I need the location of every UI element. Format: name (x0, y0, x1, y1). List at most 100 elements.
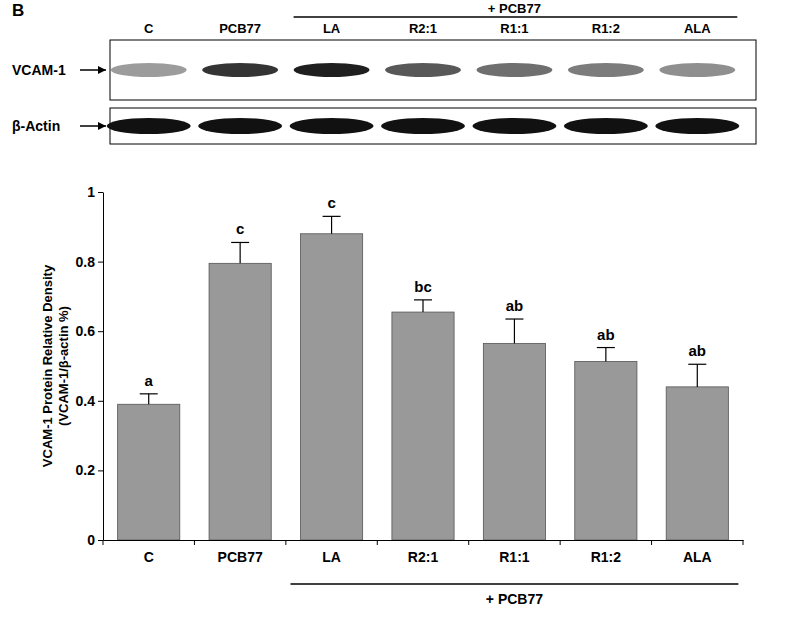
vcam-band (476, 63, 552, 77)
vcam-band (202, 63, 278, 77)
x-tick: LA (322, 540, 341, 565)
error-cap (505, 318, 523, 319)
y-tick-mark (98, 331, 103, 332)
y-tick-label: 0.4 (76, 393, 96, 409)
x-boundary-tick (560, 540, 561, 545)
y-tick: 0 (87, 532, 103, 548)
y-axis-title-line: VCAM-1 Protein Relative Density (40, 264, 55, 467)
vcam-band (294, 63, 370, 77)
x-axis: C PCB77 LA R2:1 R1:1 R1:2 ALA (104, 540, 744, 565)
x-axis-line (104, 540, 744, 541)
y-tick-label: 1 (87, 184, 95, 200)
bar (209, 263, 271, 540)
y-axis-title: VCAM-1 Protein Relative Density(VCAM-1/β… (40, 264, 71, 467)
y-tick-mark (98, 262, 103, 263)
x-tick: PCB77 (218, 540, 263, 565)
x-tick-label: ALA (683, 549, 712, 565)
blot-frame (110, 108, 756, 144)
bar (392, 312, 454, 540)
blot-frame (110, 40, 756, 100)
lane-label: R1:2 (592, 21, 620, 36)
x-tick: R2:1 (408, 540, 439, 565)
y-tick-mark (98, 540, 103, 541)
error-cap (688, 364, 706, 365)
y-tick-label: 0.6 (76, 323, 96, 339)
x-tick: C (144, 540, 154, 565)
bar (118, 404, 180, 540)
error-cap (231, 242, 249, 243)
x-boundary-tick (743, 540, 744, 545)
error-stem (331, 216, 332, 233)
group-label: + PCB77 (486, 591, 543, 607)
error-bar (140, 394, 158, 404)
error-stem (240, 242, 241, 263)
x-tick-label: R2:1 (408, 549, 439, 565)
error-bar (323, 216, 341, 233)
x-boundary-tick (468, 540, 469, 545)
blot-row-label: VCAM-1 (12, 62, 66, 78)
x-tick-label: PCB77 (218, 549, 263, 565)
actin-band (655, 118, 739, 134)
x-tick: R1:2 (591, 540, 622, 565)
actin-band (381, 118, 465, 134)
y-tick: 0.4 (76, 393, 103, 409)
vcam-band (385, 63, 461, 77)
lane-label: LA (323, 21, 341, 36)
lane-label: ALA (684, 21, 711, 36)
annotation: a (145, 372, 154, 389)
group-label: + PCB77 (488, 1, 541, 16)
x-boundary-tick (651, 540, 652, 545)
y-axis-title-line: (VCAM-1/β-actin %) (56, 306, 71, 426)
lane-label: R1:1 (500, 21, 528, 36)
bar (483, 343, 545, 540)
x-tick: R1:1 (499, 540, 530, 565)
y-tick-mark (98, 470, 103, 471)
blot-arrowhead (98, 122, 106, 130)
annotation: ab (506, 297, 524, 314)
panel-label: B (12, 1, 24, 20)
x-boundary-tick (103, 540, 104, 545)
x-tick-label: C (144, 549, 154, 565)
annotation: ab (597, 326, 615, 343)
x-tick-label: LA (322, 549, 341, 565)
error-bar (231, 242, 249, 263)
y-tick-label: 0.8 (76, 254, 96, 270)
error-bar (414, 300, 432, 312)
y-axis-line (103, 193, 104, 541)
error-cap (140, 393, 158, 394)
error-bar (505, 319, 523, 343)
error-stem (697, 364, 698, 387)
x-tick-label: R1:1 (499, 549, 530, 565)
error-bar (597, 348, 615, 362)
error-stem (422, 300, 423, 312)
annotation: bc (414, 278, 432, 295)
actin-band (107, 118, 191, 134)
blot-row-label: β-Actin (12, 118, 60, 134)
group-line (294, 16, 738, 18)
error-stem (148, 394, 149, 404)
y-tick: 0.2 (76, 462, 103, 478)
error-cap (323, 216, 341, 217)
annotation: ab (689, 342, 707, 359)
error-stem (605, 348, 606, 362)
actin-band (564, 118, 648, 134)
plot-area (118, 216, 729, 540)
error-cap (414, 299, 432, 300)
error-bar (688, 364, 706, 387)
actin-band (290, 118, 374, 134)
x-boundary-tick (377, 540, 378, 545)
y-tick-mark (98, 192, 103, 193)
bar (666, 387, 728, 540)
y-tick: 0.6 (76, 323, 103, 339)
figure: B + PCB77 C PCB77 LA R2:1 R1:1 R1:2 ALA VCAM-1 β-A… (0, 0, 800, 621)
y-tick: 0.8 (76, 254, 103, 270)
x-tick-label: R1:2 (591, 549, 622, 565)
x-boundary-tick (285, 540, 286, 545)
lane-label: PCB77 (219, 21, 261, 36)
vcam-band (111, 63, 187, 77)
blot: + PCB77CPCB77LAR2:1R1:1R1:2ALAVCAM-1β-Ac… (12, 1, 756, 144)
y-tick: 1 (87, 184, 103, 200)
bar (575, 361, 637, 540)
error-cap (597, 347, 615, 348)
group-line (290, 583, 738, 585)
